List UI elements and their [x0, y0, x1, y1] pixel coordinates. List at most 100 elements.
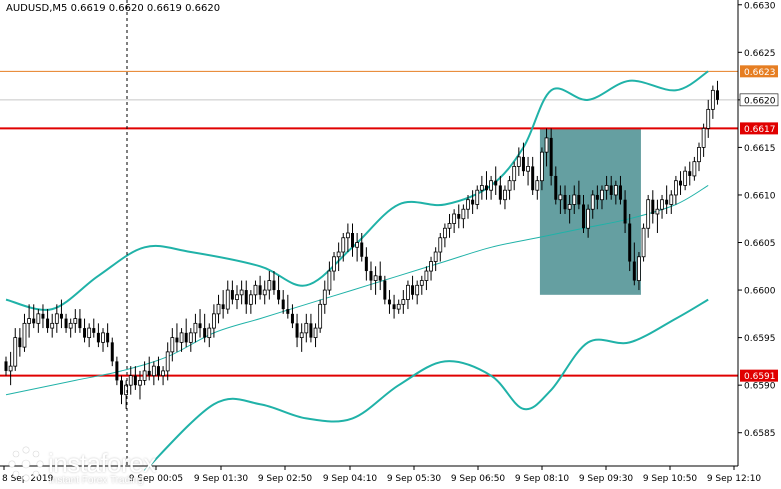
candle-body-up	[262, 289, 267, 296]
candle-body-down	[184, 332, 188, 343]
candle	[138, 370, 142, 400]
candle-body-up	[8, 365, 13, 372]
candle-body-up	[475, 189, 480, 205]
candle	[494, 166, 498, 195]
candle	[87, 323, 92, 348]
candle	[8, 351, 13, 386]
candle	[221, 290, 225, 319]
candle	[327, 261, 332, 295]
candle-body-down	[147, 370, 151, 376]
candle	[78, 309, 82, 333]
candle-body-up	[540, 151, 544, 182]
candle	[27, 304, 32, 338]
candle	[489, 175, 494, 200]
candle-body-down	[628, 223, 632, 262]
candle	[13, 328, 18, 371]
candle	[637, 252, 641, 291]
candle	[299, 323, 304, 352]
candle-body-down	[531, 166, 535, 191]
candle	[452, 209, 457, 233]
candle	[373, 266, 378, 295]
candle	[203, 313, 207, 343]
candle	[655, 199, 660, 233]
level-price-label-bg	[740, 122, 778, 135]
candle-body-down	[582, 204, 585, 229]
candle	[701, 123, 706, 157]
candle-body-up	[701, 127, 706, 148]
candle	[442, 223, 447, 248]
candle-body-down	[383, 280, 387, 300]
candle	[628, 213, 632, 272]
bollinger-upper-band	[5, 70, 709, 311]
candle-body-up	[170, 337, 175, 353]
candle-body-up	[87, 327, 92, 339]
candle-body-down	[92, 328, 96, 333]
candle	[516, 147, 521, 176]
candle	[457, 204, 461, 229]
candle-body-up	[248, 294, 253, 305]
candle-body-down	[277, 290, 281, 300]
candle-body-up	[442, 227, 447, 239]
candle	[378, 261, 382, 291]
candle-body-up	[697, 147, 701, 163]
candle-body-up	[613, 185, 618, 196]
candle-body-down	[494, 180, 498, 186]
candle-body-down	[198, 323, 202, 329]
level-price-label: 0.6591	[744, 372, 776, 382]
candle-body-down	[244, 290, 248, 305]
candle	[471, 190, 475, 214]
candle	[641, 223, 646, 262]
candle-body-up	[637, 256, 641, 281]
candle	[64, 313, 68, 333]
candle	[304, 313, 309, 343]
candle-body-up	[193, 322, 198, 334]
candle	[479, 175, 484, 200]
candle-body-down	[351, 233, 354, 248]
candle-body-down	[651, 199, 655, 214]
ohlc-readout: 0.6619 0.6620 0.6619 0.6620	[70, 3, 221, 14]
candle-body-up	[165, 351, 170, 372]
candle	[207, 323, 212, 348]
candle	[697, 142, 701, 172]
candle-body-down	[378, 275, 382, 281]
current-price-label-bg	[739, 93, 779, 107]
candle	[503, 185, 507, 210]
candle-body-up	[318, 303, 323, 329]
candle-body-down	[457, 213, 461, 219]
candle	[447, 213, 452, 238]
candle-body-up	[225, 289, 230, 310]
candle-body-up	[151, 365, 156, 377]
candle-body-down	[665, 199, 669, 205]
candle-body-down	[498, 185, 502, 200]
price-tick-label: 0.6630	[744, 1, 776, 11]
candle	[133, 366, 137, 390]
candle-body-up	[544, 137, 549, 153]
time-tick-label: 9 Sep 00:05	[129, 474, 183, 484]
time-tick-label: 9 Sep 09:30	[579, 474, 634, 484]
candle	[586, 204, 591, 238]
candle	[549, 128, 553, 186]
candle-body-down	[688, 171, 692, 176]
candle	[151, 361, 156, 386]
candle-body-down	[290, 313, 294, 324]
candle	[577, 180, 581, 210]
candle	[632, 242, 636, 286]
price-tick-label: 0.6625	[744, 49, 776, 59]
candle	[438, 233, 443, 262]
time-tick-label: 9 Sep 01:30	[194, 474, 249, 484]
candle	[258, 275, 262, 300]
candle-body-down	[595, 194, 599, 200]
symbol-label: AUDUSD,M5	[6, 3, 68, 14]
price-tick-label: 0.6600	[744, 287, 776, 297]
candle	[184, 318, 188, 348]
candle	[351, 223, 354, 257]
candle-body-down	[563, 194, 567, 210]
candle-body-down	[41, 313, 45, 319]
candle-body-down	[258, 285, 262, 295]
instaforex-watermark: instaforex Instant Forex Trading	[6, 440, 186, 486]
candle	[156, 356, 160, 381]
candle-body-down	[281, 299, 285, 310]
candle	[22, 313, 27, 352]
candle-body-up	[211, 313, 216, 329]
candle	[175, 323, 179, 352]
